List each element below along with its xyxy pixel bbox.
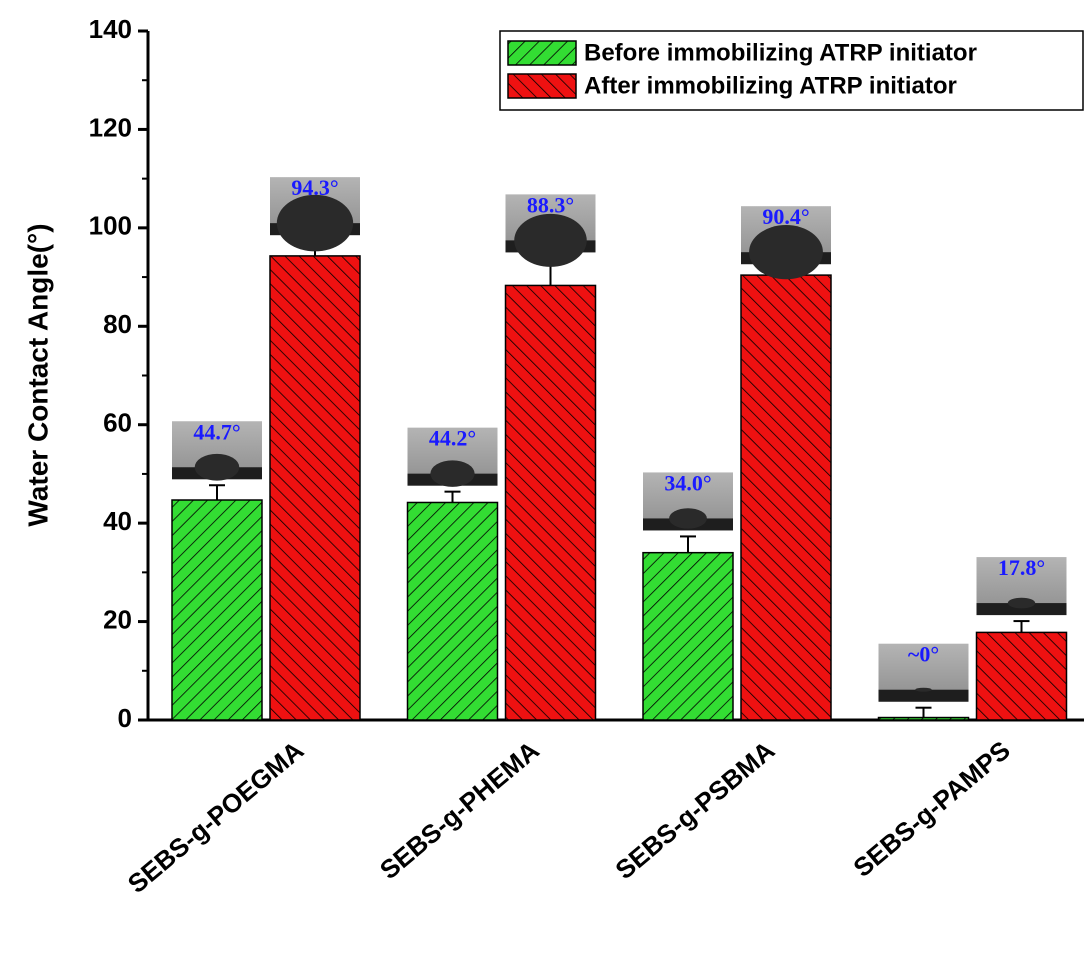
y-tick-label: 40 (103, 506, 132, 536)
y-tick-label: 20 (103, 604, 132, 634)
bar-hatch (172, 500, 262, 720)
legend-label: Before immobilizing ATRP initiator (584, 39, 977, 66)
bar-hatch (643, 553, 733, 720)
droplet (1008, 598, 1035, 609)
y-tick-label: 120 (89, 112, 132, 142)
droplet (277, 195, 353, 252)
error-bar (1014, 621, 1030, 632)
legend: Before immobilizing ATRP initiator After … (500, 31, 1083, 110)
bar-hatch (741, 275, 831, 720)
droplet (514, 214, 587, 267)
y-tick-label: 0 (118, 703, 132, 733)
value-label: 44.7° (193, 419, 240, 444)
value-label: 17.8° (998, 555, 1045, 580)
y-tick-label: 140 (89, 14, 132, 44)
value-label: 34.0° (664, 470, 711, 495)
x-tick-label: SEBS-g-PAMPS (847, 735, 1015, 883)
error-bar (680, 536, 696, 552)
droplet (915, 688, 931, 692)
bar-hatch (879, 718, 969, 720)
droplet (430, 460, 474, 487)
legend-label: After immobilizing ATRP initiator (584, 72, 957, 99)
bar-hatch (270, 256, 360, 720)
x-tick-label: SEBS-g-PHEMA (374, 735, 545, 885)
value-label: 44.2° (429, 426, 476, 451)
y-axis-label: Water Contact Angle(°) (22, 223, 53, 526)
legend-hatch (508, 74, 576, 98)
error-bar (916, 708, 932, 718)
x-tick-label: SEBS-g-POEGMA (122, 735, 310, 899)
x-tick-label: SEBS-g-PSBMA (609, 735, 780, 885)
error-bar (209, 485, 225, 500)
y-tick-label: 100 (89, 211, 132, 241)
value-label: 88.3° (527, 192, 574, 217)
droplet (195, 454, 240, 481)
error-bar (445, 492, 461, 503)
y-tick-label: 80 (103, 309, 132, 339)
droplet (669, 508, 707, 528)
bar-hatch (408, 502, 498, 720)
droplet (749, 225, 823, 279)
value-label: 90.4° (762, 204, 809, 229)
y-tick-label: 60 (103, 408, 132, 438)
value-label: 94.3° (291, 175, 338, 200)
value-label: ~0° (908, 642, 939, 667)
bar-hatch (977, 632, 1067, 720)
legend-hatch (508, 41, 576, 65)
chart: Water Contact Angle(°) 0 20 40 60 80 100 120 14… (0, 0, 1084, 956)
bar-hatch (506, 285, 596, 720)
